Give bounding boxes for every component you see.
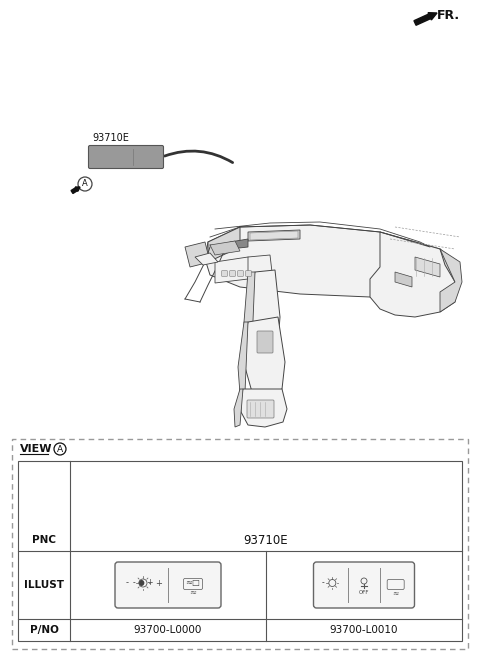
- Text: 93710E: 93710E: [244, 533, 288, 547]
- FancyBboxPatch shape: [230, 271, 235, 277]
- Text: P/NO: P/NO: [30, 625, 59, 635]
- Bar: [18, 461, 462, 641]
- Text: OFF: OFF: [359, 589, 369, 595]
- Polygon shape: [370, 232, 455, 317]
- Polygon shape: [230, 239, 248, 249]
- Text: 93710E: 93710E: [92, 133, 129, 143]
- Text: - ● +: - ● +: [133, 579, 153, 587]
- Polygon shape: [208, 227, 240, 262]
- Text: 93700-L0010: 93700-L0010: [330, 625, 398, 635]
- FancyArrow shape: [414, 12, 437, 25]
- FancyBboxPatch shape: [247, 400, 274, 418]
- FancyBboxPatch shape: [257, 331, 273, 353]
- Text: ≈: ≈: [190, 587, 196, 597]
- FancyBboxPatch shape: [238, 271, 243, 277]
- Text: -: -: [125, 579, 129, 587]
- Polygon shape: [250, 231, 298, 240]
- Polygon shape: [440, 249, 462, 312]
- FancyBboxPatch shape: [222, 271, 228, 277]
- Text: FR.: FR.: [437, 9, 460, 22]
- Polygon shape: [248, 255, 272, 274]
- Text: VIEW: VIEW: [20, 444, 52, 454]
- FancyArrow shape: [71, 187, 80, 193]
- FancyBboxPatch shape: [246, 271, 252, 277]
- Polygon shape: [234, 389, 243, 427]
- Text: ILLUST: ILLUST: [24, 580, 64, 590]
- Polygon shape: [440, 249, 455, 282]
- Text: ≈□: ≈□: [186, 579, 201, 587]
- Polygon shape: [240, 389, 287, 427]
- FancyBboxPatch shape: [88, 145, 164, 168]
- Bar: [12, 439, 468, 649]
- Text: PNC: PNC: [32, 535, 56, 545]
- Polygon shape: [205, 225, 455, 297]
- Polygon shape: [185, 242, 210, 267]
- Text: +: +: [156, 579, 162, 587]
- Polygon shape: [248, 230, 300, 241]
- Polygon shape: [215, 257, 260, 283]
- FancyBboxPatch shape: [115, 562, 221, 608]
- Polygon shape: [210, 241, 240, 255]
- Text: 93700-L0000: 93700-L0000: [134, 625, 202, 635]
- Polygon shape: [195, 253, 218, 265]
- Polygon shape: [395, 272, 412, 287]
- Text: -: -: [322, 579, 324, 587]
- FancyBboxPatch shape: [313, 562, 415, 608]
- Text: A: A: [57, 445, 63, 453]
- Text: A: A: [82, 179, 88, 189]
- Polygon shape: [244, 272, 255, 347]
- Polygon shape: [415, 257, 440, 277]
- Polygon shape: [244, 317, 285, 395]
- Polygon shape: [238, 322, 248, 394]
- Text: ≈: ≈: [393, 589, 399, 597]
- Polygon shape: [248, 270, 280, 347]
